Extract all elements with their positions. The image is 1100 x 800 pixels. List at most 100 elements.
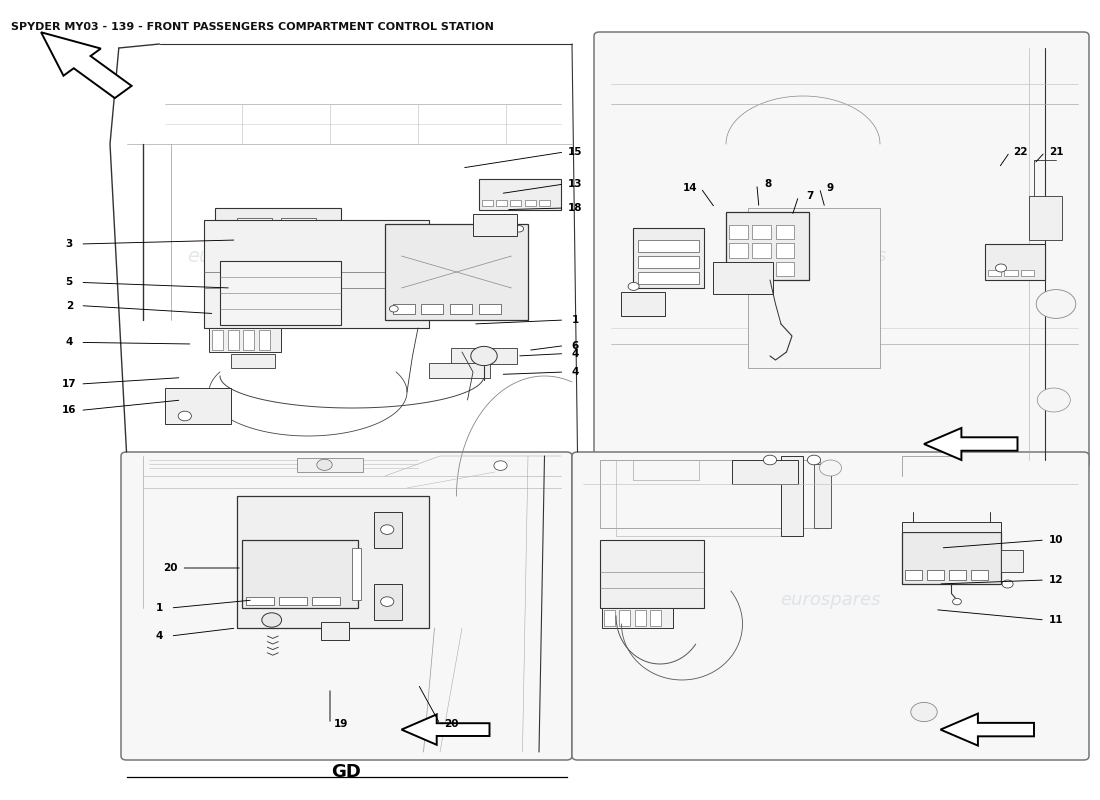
Text: 21: 21 <box>1048 147 1064 157</box>
Circle shape <box>763 455 777 465</box>
Text: 5: 5 <box>66 278 73 287</box>
Text: 6: 6 <box>572 341 579 350</box>
Circle shape <box>1037 388 1070 412</box>
Bar <box>776 262 794 276</box>
Text: 15: 15 <box>568 147 583 157</box>
Text: 19: 19 <box>333 719 349 729</box>
Bar <box>621 292 665 316</box>
Bar <box>781 456 803 536</box>
Bar <box>429 363 490 378</box>
Bar <box>776 225 794 239</box>
Circle shape <box>628 282 639 290</box>
FancyBboxPatch shape <box>594 32 1089 468</box>
Bar <box>525 200 536 206</box>
Bar <box>242 540 358 608</box>
Bar <box>321 622 349 640</box>
Bar <box>258 330 270 350</box>
Bar <box>752 225 771 239</box>
Circle shape <box>515 226 524 232</box>
Bar <box>279 597 307 605</box>
Bar <box>905 570 922 580</box>
Bar <box>729 225 748 239</box>
Circle shape <box>820 460 842 476</box>
Bar <box>732 460 798 484</box>
Text: 8: 8 <box>764 179 771 189</box>
Bar <box>902 532 1001 584</box>
Text: 22: 22 <box>1013 147 1028 157</box>
Text: 2: 2 <box>66 301 73 310</box>
Bar <box>236 496 429 628</box>
Bar <box>510 200 521 206</box>
Text: GD: GD <box>331 763 362 781</box>
Bar <box>729 243 748 258</box>
Bar <box>209 328 280 352</box>
Bar <box>988 270 1001 276</box>
Bar <box>352 548 361 600</box>
Bar <box>949 570 966 580</box>
Bar <box>243 330 254 350</box>
Bar <box>246 597 274 605</box>
Polygon shape <box>41 32 132 98</box>
Circle shape <box>381 597 394 606</box>
Bar <box>165 388 231 424</box>
Circle shape <box>262 613 282 627</box>
Circle shape <box>471 346 497 366</box>
Polygon shape <box>940 714 1034 746</box>
Text: 11: 11 <box>1048 615 1064 625</box>
Circle shape <box>1002 580 1013 588</box>
Bar <box>602 608 673 628</box>
Circle shape <box>996 264 1006 272</box>
Circle shape <box>178 411 191 421</box>
Polygon shape <box>924 428 1018 460</box>
Text: 4: 4 <box>572 349 579 358</box>
Bar <box>632 460 698 480</box>
Bar <box>539 200 550 206</box>
Text: eurospares: eurospares <box>780 591 881 609</box>
Bar <box>393 304 415 314</box>
Text: 4: 4 <box>66 338 73 347</box>
Text: 9: 9 <box>827 183 834 193</box>
Bar <box>752 243 771 258</box>
Text: eurospares: eurospares <box>241 575 342 593</box>
Bar <box>478 179 561 210</box>
Text: eurospares: eurospares <box>785 247 887 265</box>
Bar <box>228 330 239 350</box>
Bar <box>713 262 773 294</box>
Bar <box>632 228 704 288</box>
Bar <box>650 610 661 626</box>
Bar <box>478 304 500 314</box>
Bar <box>451 348 517 364</box>
Bar <box>619 610 630 626</box>
Bar <box>280 218 316 248</box>
Text: 18: 18 <box>568 203 583 213</box>
Bar <box>450 304 472 314</box>
Bar <box>600 540 704 608</box>
Text: 1: 1 <box>572 315 579 325</box>
Text: 1: 1 <box>156 603 163 613</box>
Bar <box>604 610 615 626</box>
Circle shape <box>1036 290 1076 318</box>
Bar <box>927 570 944 580</box>
Text: 20: 20 <box>443 719 459 729</box>
Text: 3: 3 <box>66 239 73 249</box>
Bar <box>902 522 1001 532</box>
Text: 20: 20 <box>163 563 178 573</box>
Bar <box>214 208 341 256</box>
Circle shape <box>953 598 961 605</box>
Bar <box>312 597 340 605</box>
Bar <box>1021 270 1034 276</box>
Circle shape <box>389 306 398 312</box>
Bar <box>482 200 493 206</box>
Bar <box>776 243 794 258</box>
Bar <box>984 244 1045 280</box>
Bar <box>638 256 698 268</box>
Bar <box>814 464 830 528</box>
Bar <box>748 208 880 368</box>
Text: 10: 10 <box>1048 535 1064 545</box>
Text: 13: 13 <box>568 179 583 189</box>
Text: 7: 7 <box>806 191 813 201</box>
Bar <box>297 458 363 472</box>
Bar <box>374 584 401 620</box>
Polygon shape <box>402 714 490 745</box>
Text: 4: 4 <box>572 367 579 377</box>
